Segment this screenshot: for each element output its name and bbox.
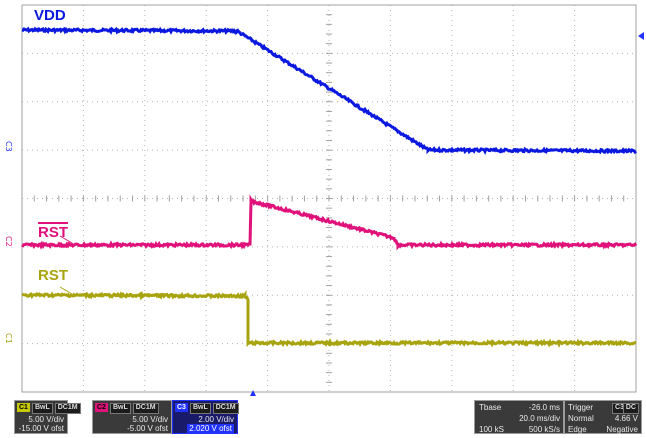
timebase-delay: -26.0 ms [528,403,560,412]
rst-label: RST [38,267,68,284]
c3-vdiv: 2.00 V/div [198,415,234,424]
trigger-type: Edge [568,425,587,434]
c1-coupling-badge: DC1M [54,403,81,414]
timebase-label: Tbase [479,403,502,412]
vdd-label: VDD [34,7,66,24]
timebase-rate: 500 kS/s [528,425,560,434]
c3-marker: C3 [4,141,13,152]
c2-vdiv: 5.00 V/div [132,415,168,424]
c3-bw-badge: BwL [189,403,211,414]
status-bar: C1 BwL DC1M 5.00 V/div -15.00 V ofst C2 … [0,397,646,438]
trigger-level-marker [638,32,644,40]
c3-channel-tag: C3 [175,403,188,412]
c3-coupling-badge: DC1M [212,403,239,414]
c1-settings-box[interactable]: C1 BwL DC1M 5.00 V/div -15.00 V ofst [14,400,81,434]
rst-trace [21,289,637,349]
trigger-level: 4.66 V [614,414,638,423]
rst-bar-label-leader [59,235,73,244]
c1-offset: -15.00 V ofst [18,424,64,433]
c2-marker: C2 [4,236,13,247]
trigger-position-marker [250,390,256,396]
timebase-tdiv: 20.0 ms/div [519,414,560,423]
rst-bar-label: RST [38,222,68,241]
trigger-label: Trigger [568,403,594,412]
trigger-box[interactable]: Trigger C3 DC Normal 4.66 V Edge Negativ… [564,400,642,434]
c1-vdiv: 5.00 V/div [28,415,64,424]
graticule [21,4,637,393]
c2-settings-box[interactable]: C2 BwL DC1M 5.00 V/div -5.00 V ofst [92,400,172,434]
trigger-mode: Normal [568,414,594,423]
oscilloscope-display [21,4,644,396]
timebase-samples: 100 kS [479,425,504,434]
rst-label-leader [59,286,73,295]
c2-bw-badge: BwL [109,403,131,414]
c3-offset: 2.020 V ofst [187,424,234,433]
vdd-trace [21,26,638,155]
c1-channel-tag: C1 [17,403,30,412]
c1-marker: C1 [4,333,13,344]
rst-bar-trace [21,194,638,251]
trigger-coupling-tag: DC [622,403,639,414]
c1-bw-badge: BwL [31,403,53,414]
c2-coupling-badge: DC1M [132,403,159,414]
timebase-box[interactable]: Tbase -26.0 ms 20.0 ms/div 100 kS 500 kS… [474,400,564,434]
c2-offset: -5.00 V ofst [127,424,168,433]
c3-settings-box[interactable]: C3 BwL DC1M 2.00 V/div 2.020 V ofst [172,400,239,434]
trigger-slope: Negative [606,425,638,434]
c2-channel-tag: C2 [95,403,108,412]
